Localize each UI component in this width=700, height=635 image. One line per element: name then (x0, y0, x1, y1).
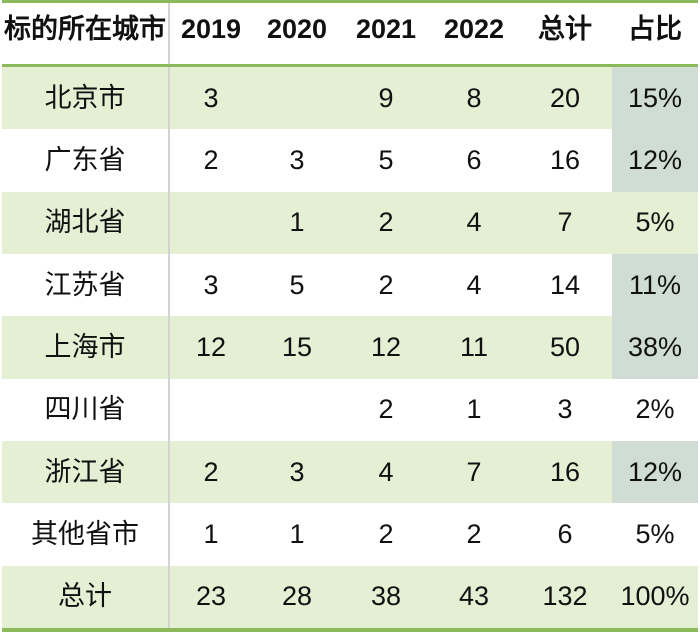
value-cell: 3 (557, 394, 573, 425)
value-cell: 5 (378, 144, 394, 175)
value-cell: 11 (459, 331, 489, 362)
value-cell: 12 (370, 331, 402, 362)
row-label: 四川省 (2, 378, 170, 441)
row-label: 广东省 (2, 129, 170, 192)
value-cell: 12 (195, 331, 227, 362)
value-cell: 4 (378, 456, 394, 487)
value-cell (170, 192, 252, 254)
column-header-6: 占比 (628, 14, 682, 44)
value-cell: 7 (466, 456, 482, 487)
value-cell: 1 (466, 394, 482, 425)
value-cell: 6 (466, 144, 482, 175)
column-header-1: 2019 (180, 14, 242, 44)
value-cell (170, 379, 252, 441)
column-header-3: 2021 (355, 14, 417, 44)
value-cell: 20 (549, 82, 581, 113)
value-cell: 2 (378, 207, 394, 238)
value-cell: 1 (203, 518, 219, 549)
pct-cell: 5% (635, 207, 675, 238)
value-cell: 50 (549, 331, 581, 362)
value-cell: 23 (195, 581, 227, 612)
column-header-2: 2020 (266, 14, 328, 44)
row-label: 北京市 (2, 67, 170, 130)
value-cell (252, 379, 342, 441)
value-cell: 2 (378, 518, 394, 549)
value-cell: 1 (289, 518, 305, 549)
table-row: 北京市 3 9 8 20 15% (2, 67, 698, 130)
value-cell: 5 (289, 269, 305, 300)
row-label: 江苏省 (2, 253, 170, 317)
value-cell: 28 (281, 581, 313, 612)
value-cell: 2 (203, 144, 219, 175)
value-cell: 38 (370, 581, 402, 612)
value-cell (252, 67, 342, 129)
table-row: 广东省 2 3 5 6 16 12% (2, 129, 698, 192)
value-cell: 6 (557, 518, 573, 549)
value-cell: 8 (466, 82, 482, 113)
value-cell: 7 (557, 207, 573, 238)
value-cell: 132 (542, 581, 588, 612)
row-label: 其他省市 (2, 503, 170, 566)
table-row: 浙江省 2 3 4 7 16 12% (2, 440, 698, 504)
value-cell: 4 (466, 269, 482, 300)
table-row: 四川省 2 1 3 2% (2, 378, 698, 441)
row-label: 浙江省 (2, 440, 170, 504)
pct-cell: 12% (612, 440, 698, 504)
pct-cell: 100% (620, 581, 690, 612)
row-label: 上海市 (2, 316, 170, 379)
pct-cell: 12% (612, 129, 698, 192)
column-header-4: 2022 (443, 14, 505, 44)
row-label: 湖北省 (2, 191, 170, 254)
pct-cell: 11% (612, 253, 698, 317)
column-header-5: 总计 (538, 14, 592, 44)
value-cell: 3 (203, 269, 219, 300)
value-cell: 1 (289, 207, 305, 238)
pct-cell: 5% (635, 518, 675, 549)
table-body: 北京市 3 9 8 20 15% 广东省 2 3 5 6 16 12% 湖北省 1 2 4 7 5% 江苏省 3 5 2 4 1… (2, 67, 698, 628)
table-row: 湖北省 1 2 4 7 5% (2, 191, 698, 254)
value-cell: 3 (289, 144, 305, 175)
value-cell: 3 (203, 82, 219, 113)
value-cell: 9 (378, 82, 394, 113)
table-row: 总计 23 28 38 43 132 100% (2, 565, 698, 628)
value-cell: 2 (466, 518, 482, 549)
value-cell: 3 (289, 456, 305, 487)
value-cell: 16 (549, 456, 581, 487)
value-cell: 16 (549, 144, 581, 175)
table-row: 江苏省 3 5 2 4 14 11% (2, 253, 698, 317)
table-row: 上海市 12 15 12 11 50 38% (2, 316, 698, 379)
column-header-city: 标的所在城市 (2, 3, 170, 64)
table-row: 其他省市 1 1 2 2 6 5% (2, 503, 698, 566)
value-cell: 2 (378, 269, 394, 300)
pct-cell: 2% (635, 394, 675, 425)
value-cell: 15 (281, 331, 313, 362)
table-header-row: 标的所在城市 2019 2020 2021 2022 总计 占比 (2, 3, 698, 67)
value-cell: 43 (458, 581, 490, 612)
pct-cell: 15% (612, 67, 698, 130)
value-cell: 14 (549, 269, 581, 300)
pct-cell: 38% (612, 316, 698, 379)
value-cell: 4 (466, 207, 482, 238)
row-label: 总计 (2, 565, 170, 628)
value-cell: 2 (378, 394, 394, 425)
value-cell: 2 (203, 456, 219, 487)
